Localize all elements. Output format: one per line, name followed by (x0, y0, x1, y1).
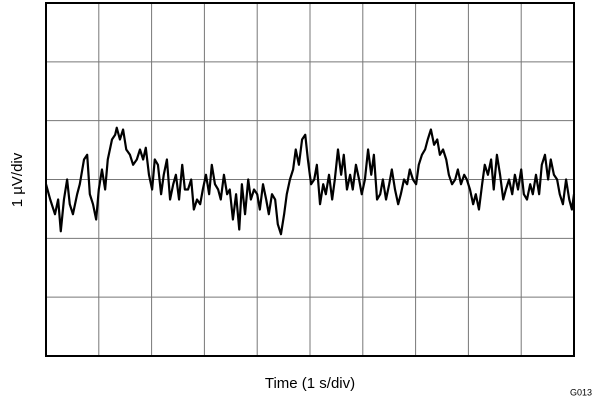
y-axis-label: 1 µV/div (9, 152, 26, 207)
figure-note: G013 (570, 387, 592, 397)
plot-frame (45, 2, 575, 357)
x-axis-label: Time (1 s/div) (265, 375, 355, 392)
signal-line (44, 126, 576, 236)
